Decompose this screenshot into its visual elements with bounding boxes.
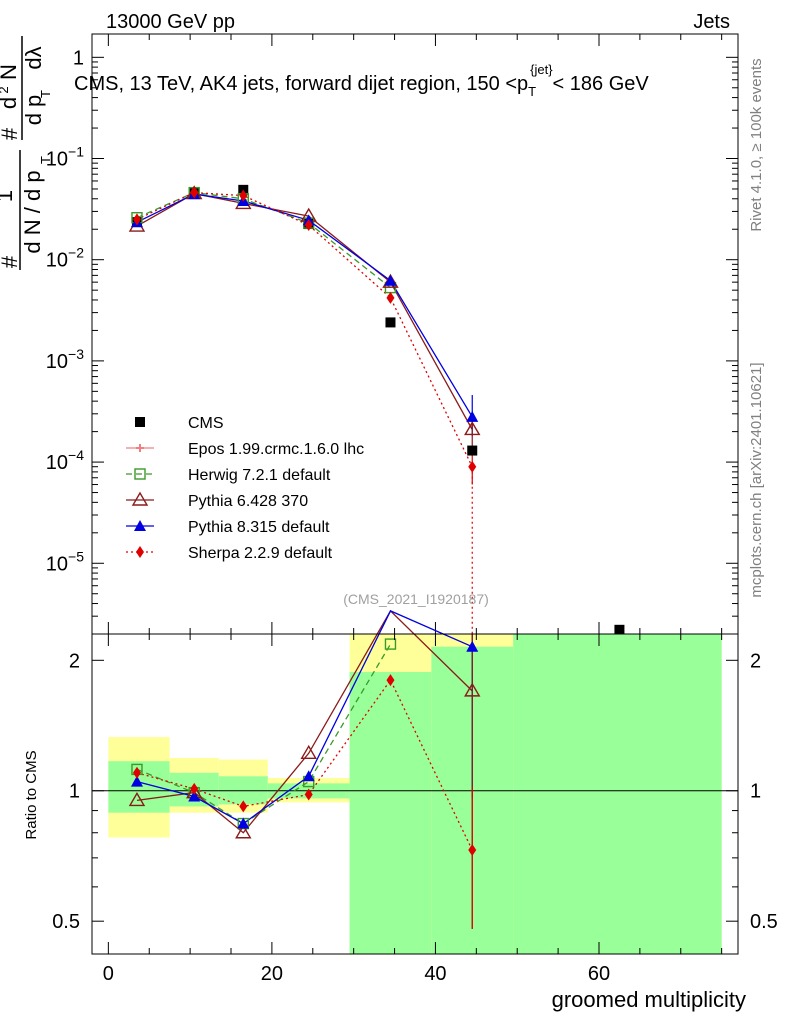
ratio-data-point: [302, 770, 315, 782]
ratio-y-axis-label: Ratio to CMS: [23, 750, 40, 839]
ratio-y-tick-label: 2: [69, 650, 80, 672]
data-point: [304, 219, 313, 232]
ratio-data-point: [466, 640, 479, 652]
main-plot-frame: [91, 33, 739, 635]
ratio-y-tick-label: 1: [750, 781, 761, 803]
data-point: [385, 317, 396, 328]
ratio-data-point: [132, 766, 141, 779]
ratio-series-line: [136, 643, 392, 825]
y-axis-label-part: d: [0, 97, 21, 109]
y-axis-label-part: #: [0, 127, 22, 140]
legend-marker: [136, 546, 144, 558]
legend-label: Herwig 7.2.1 default: [188, 467, 331, 484]
rivet-version-text: Rivet 4.1.0, ≥ 100k events: [748, 58, 765, 231]
ratio-data-point: [384, 638, 397, 650]
mcplots-credit-text: mcplots.cern.ch [arXiv:2401.10621]: [748, 362, 765, 597]
uncertainty-band-green: [349, 671, 432, 954]
ratio-series-line: [136, 610, 473, 825]
ratio-data-point: [239, 800, 248, 813]
y-axis-label-part: N: [0, 64, 21, 80]
ratio-data-point: [304, 788, 313, 801]
data-point: [464, 421, 481, 436]
data-point: [239, 189, 248, 202]
y-axis-label-part: d N / d p: [20, 170, 45, 253]
data-point: [466, 410, 479, 422]
legend-marker: [131, 491, 149, 506]
x-axis-label: groomed multiplicity: [552, 987, 746, 1012]
legend-label: Epos 1.99.crmc.1.6.0 lhc: [188, 441, 364, 458]
y-axis-label-part: d p: [21, 95, 46, 126]
uncertainty-band-green: [513, 634, 722, 954]
y-tick-label: 10−5: [46, 548, 84, 575]
data-point: [614, 624, 625, 635]
ratio-data-point: [128, 792, 146, 807]
header-right: Jets: [693, 11, 730, 33]
ratio-data-point: [130, 775, 143, 787]
y-axis-label-part: T: [38, 156, 53, 164]
legend-label: Sherpa 2.2.9 default: [188, 545, 333, 562]
legend-marker: [134, 520, 146, 531]
y-axis-label-part: #: [0, 255, 22, 268]
legend-marker: [136, 444, 144, 452]
y-axis-label-part: 1: [0, 190, 17, 202]
legend-label: CMS: [188, 415, 224, 432]
ratio-data-point: [237, 817, 250, 829]
ratio-y-tick-label: 0.5: [52, 911, 80, 933]
x-tick-label: 40: [424, 963, 446, 985]
data-point: [384, 274, 397, 286]
y-axis-label-part: 2: [0, 86, 11, 93]
legend-marker: [135, 417, 145, 427]
legend-label: Pythia 8.315 default: [188, 519, 330, 536]
ratio-y-tick-label: 1: [69, 781, 80, 803]
series-line: [136, 193, 473, 418]
y-axis-label-part: T: [38, 90, 53, 98]
analysis-id-watermark: (CMS_2021_I1920187): [343, 591, 489, 607]
legend-label: Pythia 6.428 370: [188, 493, 308, 510]
ratio-plot-frame: [91, 633, 739, 955]
ratio-plot-panel: 0 20 40 60 0.5 0.5 1 1 2 2: [52, 609, 778, 985]
ratio-data-point: [188, 790, 201, 802]
y-tick-label: 10−1: [46, 144, 84, 171]
ratio-y-tick-label: 2: [750, 650, 761, 672]
x-tick-label: 20: [261, 963, 283, 985]
ratio-series-line: [136, 678, 473, 851]
x-tick-label: 0: [103, 963, 114, 985]
ratio-data-point: [300, 744, 317, 760]
ratio-data-point: [464, 682, 481, 697]
legend-marker: [134, 468, 146, 480]
y-tick-label: 10−2: [46, 245, 84, 272]
y-tick-label: 10−4: [46, 447, 84, 474]
plot-title: CMS, 13 TeV, AK4 jets, forward dijet reg…: [74, 62, 649, 99]
y-axis-label-part: dλ: [21, 46, 46, 69]
data-point: [468, 460, 477, 473]
data-point: [132, 213, 141, 226]
ratio-data-point: [190, 782, 199, 795]
y-tick-label: 10−3: [46, 346, 84, 373]
data-point: [190, 186, 199, 199]
header-left: 13000 GeV pp: [106, 11, 235, 33]
ratio-y-tick-label: 0.5: [750, 911, 778, 933]
data-point: [467, 445, 478, 456]
ratio-data-point: [386, 674, 395, 687]
x-tick-label: 60: [588, 963, 610, 985]
data-point: [386, 291, 395, 304]
y-tick-label: 1: [73, 47, 84, 69]
ratio-data-point: [235, 824, 252, 839]
ratio-data-point: [468, 843, 477, 856]
